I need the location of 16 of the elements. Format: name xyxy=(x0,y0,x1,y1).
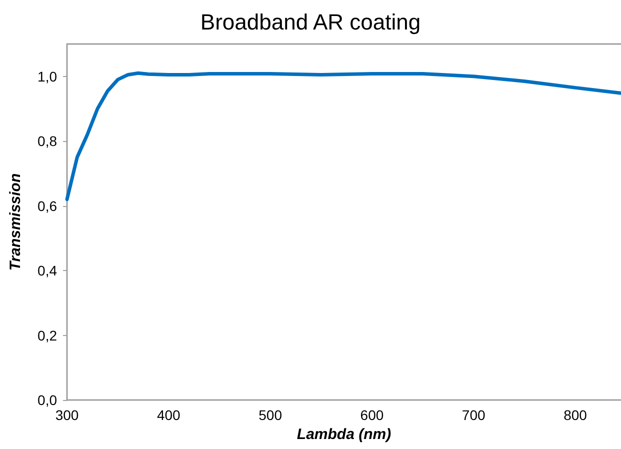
x-tick-label: 800 xyxy=(564,407,588,423)
chart-title: Broadband AR coating xyxy=(200,10,421,34)
x-tick-label: 700 xyxy=(462,407,486,423)
y-tick-label: 0,0 xyxy=(38,392,58,408)
line-series xyxy=(65,71,621,202)
y-tick-label: 0,8 xyxy=(38,133,58,150)
y-tick-label: 0,6 xyxy=(38,198,58,214)
y-tick-label: 0,2 xyxy=(38,327,58,344)
y-axis-title: Transmission xyxy=(7,173,24,271)
x-tick-label: 500 xyxy=(258,407,282,423)
y-tick-label: 0,4 xyxy=(38,262,58,279)
y-tick-label: 1,0 xyxy=(38,68,58,84)
x-tick-label: 400 xyxy=(156,407,181,423)
x-tick-label: 300 xyxy=(55,407,79,423)
x-axis-title: Lambda (nm) xyxy=(296,426,392,443)
x-tick-label: 600 xyxy=(360,407,384,423)
